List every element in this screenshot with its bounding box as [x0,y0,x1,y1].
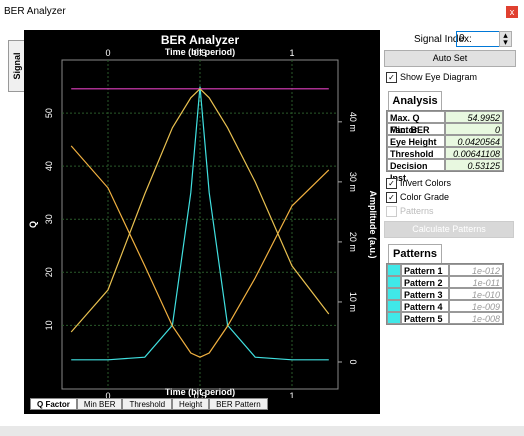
y2-tick-label: 0 [348,359,358,364]
row-label: Min. BER [387,123,445,135]
y-tick-label: 30 [44,214,54,224]
checkbox[interactable]: ✓ [386,178,397,190]
x-tick-label: 0 [105,391,110,398]
series-line [70,145,330,358]
analysis-tab[interactable]: Analysis [388,91,442,112]
signal-index-label: Signal Index: [414,34,472,45]
y2-axis-label: Amplitude (a.u.) [368,191,378,259]
y2-tick-label: 40 m [348,112,358,132]
x-axis-top-label: Time (bit period) [165,47,235,57]
series-line [70,87,330,333]
calculate-patterns-button[interactable]: Calculate Patterns [384,221,514,238]
patterns-tab[interactable]: Patterns [388,244,442,265]
title-bar: BER Analyzer x [0,0,524,24]
auto-set-button[interactable]: Auto Set [384,50,516,67]
option-checkbox[interactable]: ✓ Invert Colors [386,178,451,192]
x-tick-label: 0 [105,48,110,58]
x-axis-label: Time (bit period) [165,387,235,397]
show-eye-checkbox[interactable]: ✓ Show Eye Diagram [386,72,478,84]
chart-tab[interactable]: Threshold [122,398,173,410]
y-tick-label: 10 [44,320,54,330]
signal-index-input[interactable]: 0 [456,31,500,47]
table-row: Pattern 4 1e-009 [387,300,503,312]
row-value: 54.9952 [445,111,503,123]
table-row: Pattern 5 1e-008 [387,312,503,324]
option-checkbox[interactable]: ✓ Color Grade [386,192,451,206]
x-tick-label: 0.5 [194,48,207,58]
x-tick-label: 0.5 [194,391,207,398]
chart-tabs: Q Factor Min BER Threshold Height BER Patter… [30,398,268,410]
row-value: 0.53125 [445,159,503,171]
chart-title: BER Analyzer [161,33,240,47]
series-line [71,86,329,361]
swatch [387,264,401,276]
row-value: 0 [445,123,503,135]
y-tick-label: 20 [44,267,54,277]
row-label: Pattern 3 [401,288,449,300]
swatch [387,288,401,300]
table-row: Eye Height 0.0420564 [387,135,503,147]
table-row: Max. Q Factor 54.9952 [387,111,503,135]
row-value: 1e-011 [449,276,503,288]
status-strip [0,426,524,436]
options: ✓ Invert Colors ✓ Color Grade Patterns [386,178,451,220]
row-label: Threshold [387,147,445,159]
row-label: Pattern 1 [401,264,449,276]
side-tab-label: Signal [12,52,22,80]
row-label: Eye Height [387,135,445,147]
swatch [387,312,401,324]
checkbox-label: Color Grade [400,192,450,202]
swatch [387,276,401,288]
checkbox-label: Show Eye Diagram [400,72,478,82]
y-axis-label: Q [28,221,38,228]
window-title: BER Analyzer [4,6,66,17]
checkbox-label: Patterns [400,206,434,216]
table-row: Pattern 1 1e-012 [387,264,503,276]
chart-tab[interactable]: BER Pattern [209,398,268,410]
table-row: Decision Inst. 0.53125 [387,159,503,183]
row-value: 1e-009 [449,300,503,312]
table-row: Threshold 0.00641108 [387,147,503,159]
chart-tab[interactable]: Min BER [76,398,123,410]
row-value: 1e-010 [449,288,503,300]
checkbox[interactable] [386,206,397,218]
chart-tab[interactable]: Height [172,398,210,410]
row-value: 1e-008 [449,312,503,324]
y2-tick-label: 20 m [348,232,358,252]
swatch [387,300,401,312]
table-row: Pattern 2 1e-011 [387,276,503,288]
row-label: Pattern 5 [401,312,449,324]
table-row: Min. BER 0 [387,123,503,135]
x-tick-label: 1 [289,391,294,398]
row-value: 0.0420564 [445,135,503,147]
chart-tab[interactable]: Q Factor [30,398,77,410]
row-value: 0.00641108 [445,147,503,159]
row-value: 1e-012 [449,264,503,276]
y2-tick-label: 30 m [348,172,358,192]
x-tick-label: 1 [289,48,294,58]
row-label: Pattern 4 [401,300,449,312]
y-tick-label: 50 [44,108,54,118]
option-checkbox[interactable]: Patterns [386,206,451,220]
row-label: Decision Inst. [387,159,445,183]
row-label: Max. Q Factor [387,111,445,135]
checkbox-label: Invert Colors [400,178,452,188]
table-row: Pattern 3 1e-010 [387,288,503,300]
y-tick-label: 40 [44,161,54,171]
y2-tick-label: 10 m [348,292,358,312]
checkbox[interactable]: ✓ [386,72,397,84]
analysis-table: Max. Q Factor 54.9952 Min. BER 0 Eye Height 0… [386,110,504,183]
spinner[interactable]: ▴ ▾ [499,31,512,47]
row-label: Pattern 2 [401,276,449,288]
close-button[interactable]: x [506,6,518,18]
checkbox[interactable]: ✓ [386,192,397,204]
